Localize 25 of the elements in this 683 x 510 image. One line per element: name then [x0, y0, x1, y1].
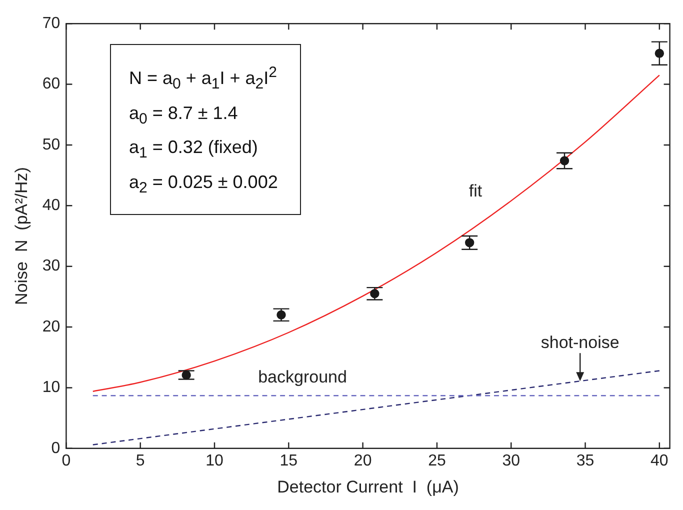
- series-label: background: [258, 367, 347, 386]
- x-tick-label: 15: [280, 452, 298, 470]
- x-axis-title: Detector Current I (μA): [277, 477, 459, 496]
- x-tick-label: 5: [136, 452, 145, 470]
- y-tick-label: 40: [42, 197, 60, 214]
- x-tick-label: 40: [650, 452, 668, 470]
- y-tick-label: 20: [42, 318, 60, 336]
- series-label: fit: [468, 182, 482, 201]
- y-tick-label: 0: [51, 440, 60, 457]
- annotation: N = a$_{0}$ + a$_{1}$I + a$_{2}$I$^{2}$: [129, 63, 278, 95]
- y-tick-label: 30: [42, 258, 60, 275]
- annotation: a$_{2}$ = 0.025 ± 0.002: [129, 170, 278, 198]
- y-axis-title: Noise N (pA²/Hz): [12, 167, 31, 305]
- annotation: a$_{0}$ = 8.7 ± 1.4: [129, 102, 239, 130]
- annotation: a$_{1}$ = 0.32 (fixed): [129, 136, 259, 164]
- y-tick-label: 50: [42, 136, 60, 154]
- y-tick-label: 60: [42, 76, 60, 93]
- y-tick-label: 70: [42, 15, 60, 32]
- x-tick-label: 35: [576, 452, 594, 470]
- y-tick-label: 10: [42, 379, 60, 396]
- x-tick-label: 10: [206, 452, 224, 470]
- x-tick-label: 25: [428, 452, 446, 470]
- x-tick-label: 20: [354, 452, 372, 470]
- series-label: shot-noise: [540, 332, 620, 352]
- x-tick-label: 30: [502, 452, 520, 470]
